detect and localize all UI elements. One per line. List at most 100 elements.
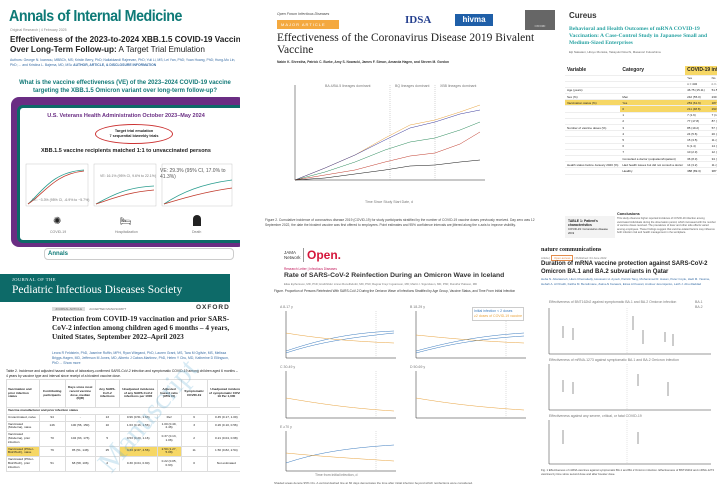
- table-cell: n = 432: [685, 81, 710, 88]
- table-cell: 70: [38, 431, 66, 447]
- table-cell: 85 (19.2): [685, 124, 710, 132]
- table-row: Vaccinated (Moderna), prior infection 70 1…: [6, 431, 240, 447]
- table-cell: Had health issues but did not consult a …: [620, 161, 686, 169]
- panel-b-label: B 18-29 y: [410, 305, 425, 309]
- table-caption: TABLE 1: Patient's characteristics COVID-…: [565, 216, 615, 238]
- journal-name: Open Forum Infectious Diseases: [277, 12, 330, 16]
- table-cell: 0.30 (0.04, 0.90): [118, 456, 158, 472]
- effectiveness-figure: [548, 308, 711, 465]
- table-cell: 46.75 (15.11): [685, 87, 710, 95]
- annals-logo[interactable]: Annals of Internal Medicine: [9, 8, 182, 25]
- ve-hosp: VE: 16.1% (95% CI, 9.6% to 22.1%): [100, 174, 157, 178]
- table-cell: 387 (89.4): [709, 167, 717, 175]
- table-cell: [565, 136, 621, 144]
- table-cell: Vaccinated (Pfizer-BioNTech), naive: [6, 445, 40, 458]
- author-list[interactable]: Leora R Feldstein, PhD, Jasmine Ruffin, …: [52, 351, 229, 365]
- figure-legend: BA.1 BA.2: [695, 300, 703, 309]
- table-cell: 94: [38, 413, 66, 422]
- table-cell: Yes: [620, 99, 686, 107]
- matching-text: XBB.1.5 vaccine recipients matched 1:1 t…: [41, 148, 211, 154]
- author-list[interactable]: Heba N. Altarawneh, Hiam Chemaitelly, Ho…: [541, 277, 711, 286]
- article-title: Effectiveness of the Coronavirus Disease…: [277, 32, 535, 56]
- visual-abstract: U.S. Veterans Health Administration Octo…: [11, 97, 240, 247]
- author-list: Elias Eythorsson, MD, PhD; Hrafnhildur L…: [284, 282, 478, 286]
- table-cell: [565, 112, 621, 119]
- table-cell: -: [64, 413, 96, 422]
- journal-name: nature communications: [541, 247, 602, 253]
- panel-c-label: C 30-49 y: [280, 365, 296, 369]
- table-cell: [565, 118, 621, 126]
- table-cell: 230 (48.1): [709, 93, 717, 101]
- column-header: Contributing participants: [38, 379, 66, 408]
- table-cell: 293 (61.0): [709, 105, 717, 113]
- table-cell: n = 480: [709, 81, 717, 88]
- table-cell: 253 (61.6): [685, 99, 710, 107]
- virus-icon: ✺: [53, 216, 62, 227]
- x-axis-label: Time from initial infection, d: [315, 473, 358, 477]
- table-cell: 7 (1.5): [709, 112, 717, 119]
- table-cell: [620, 81, 686, 88]
- table-cell: Not estimated: [206, 456, 240, 472]
- km-curves: [25, 163, 233, 207]
- figure-caption: Figure 2. Cumulative incidence of corona…: [265, 218, 535, 227]
- table-cell: 15 (3.5): [685, 136, 710, 144]
- table-cell: 14 (2.9): [709, 143, 717, 150]
- table-cell: 12 (2.5): [709, 149, 717, 156]
- table-cell: Vaccination status (%): [565, 99, 621, 107]
- table-row: 66 (1.4)14 (2.9): [565, 143, 717, 150]
- table-cell: 0.26 (0.10, 0.56): [206, 420, 240, 433]
- table-cell: 6 (1.4): [685, 143, 710, 150]
- table-cell: 7: [620, 149, 686, 156]
- author-info-link[interactable]: AUTHOR, ARTICLE, & DISCLOSURE INFORMATIO…: [73, 63, 157, 67]
- table-cell: 24 (5.6): [685, 130, 710, 138]
- oxford-logo: OXFORD: [196, 304, 230, 311]
- column-header: Symptomatic COVID-19: [180, 379, 208, 408]
- panel-e-label: E ≥70 y: [280, 425, 292, 429]
- table-cell: 0: [620, 105, 686, 113]
- table-cell: 242 (55.0): [685, 93, 710, 101]
- table-cell: 57 (11.9): [709, 124, 717, 132]
- column-header: COVID-19 infection: [685, 66, 717, 76]
- table-row: 17 (1.6)7 (1.5): [565, 112, 717, 119]
- table-cell: [565, 105, 621, 113]
- article-title: Rate of SARS-CoV-2 Reinfection During an…: [284, 272, 505, 279]
- article-title: Protection from COVID-19 vaccination and…: [52, 314, 230, 341]
- table-cell: 3: [620, 124, 686, 132]
- table-cell: 51: [38, 456, 66, 472]
- oxford-logo: OXFORD: [525, 10, 555, 30]
- journal-header: JOURNAL OF THE Pediatric Infectious Disea…: [0, 274, 230, 302]
- table-cell: 68 (58, 106): [64, 456, 96, 472]
- table-cell: Number of vaccine doses (%): [565, 124, 621, 132]
- table-row: 424 (5.6)20 (4.2): [565, 130, 717, 138]
- table-cell: 6: [620, 143, 686, 150]
- table-cell: 2: [180, 431, 208, 447]
- annals-article-panel: Annals of Internal Medicine Original Res…: [0, 0, 240, 262]
- table-row: 515 (3.5)11 (2.3): [565, 136, 717, 144]
- table-cell: 0.45 (0.17, 1.00): [206, 413, 240, 422]
- table-cell: 14 (3.2): [685, 161, 710, 169]
- column-header: Unadjusted incidence of any SARS-CoV-2 i…: [118, 379, 158, 408]
- table-cell: 7 (1.6): [685, 112, 710, 119]
- table-row: 710 (2.3)12 (2.5): [565, 149, 717, 156]
- panel-b-title: Effectiveness of mRNA-1273 against sympt…: [549, 358, 679, 362]
- era-label: XBB lineages dominant: [440, 84, 477, 88]
- ofid-article-panel: Open Forum Infectious Diseases MAJOR ART…: [245, 0, 563, 235]
- author-list[interactable]: Authors: George N. Ioannou, MBBCh, MS; K…: [10, 58, 236, 67]
- table-cell: 10 (2.3): [685, 149, 710, 156]
- article-meta: Article | Open access | Published: 04 Ju…: [541, 255, 607, 261]
- table-cell: 2: [620, 118, 686, 126]
- panel-c-title: Effectiveness against any severe, critic…: [549, 414, 642, 418]
- article-tags: JOURNAL ARTICLE ACCEPTED MANUSCRIPT: [52, 307, 126, 311]
- jama-logo: JAMA Network: [284, 250, 301, 260]
- table-cell: 6: [180, 413, 208, 422]
- table-cell: 1.50 (0.82, 2.54): [206, 445, 240, 458]
- table-cell: 5: [620, 136, 686, 144]
- article-meta: Original Research | 4 February 2025: [10, 28, 67, 32]
- table-cell: [565, 167, 621, 175]
- hospital-bed-icon: 🛏: [120, 216, 132, 226]
- column-subheader: No: [709, 75, 717, 82]
- jpids-article-panel: JOURNAL OF THE Pediatric Infectious Disea…: [0, 264, 240, 492]
- table-cell: 102 (63, 173): [64, 431, 96, 447]
